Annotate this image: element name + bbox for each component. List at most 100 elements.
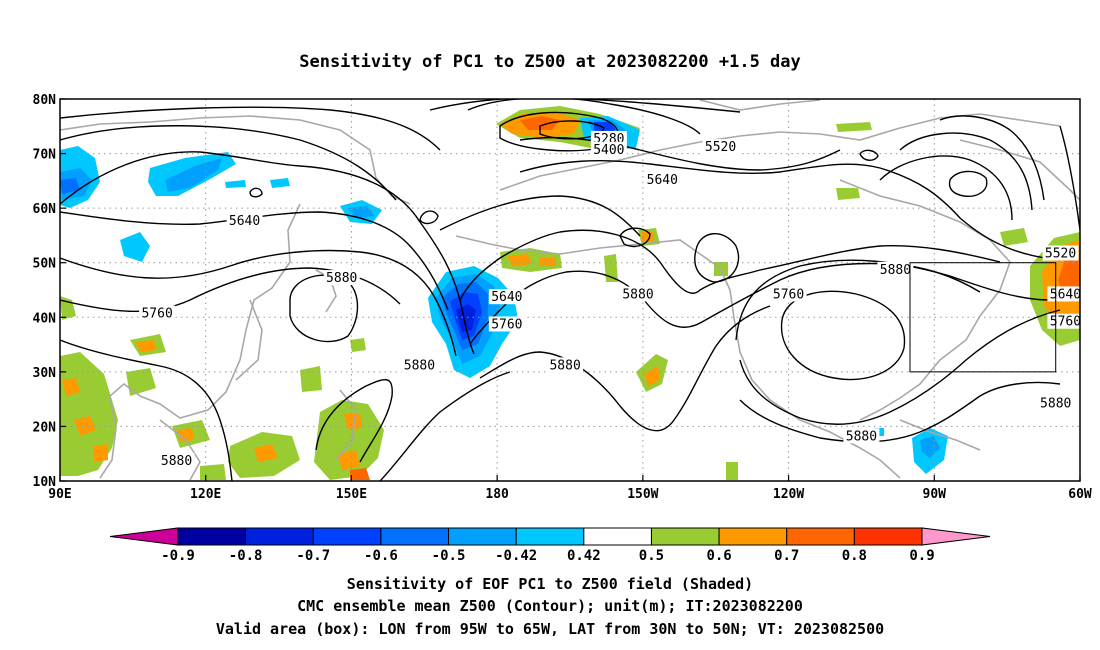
contour-label-bg [644,171,681,187]
lon-tick-label: 60W [1068,487,1092,502]
shade-negative [120,232,150,262]
valid-area-box [909,262,1057,373]
contour-label-text: 5520 [705,140,736,155]
contour-label-bg [1037,395,1074,411]
contour-label-bg [401,357,438,373]
shade-negative [920,436,940,458]
contour-label: 5880 [877,261,914,278]
contour-label-text: 5880 [161,454,192,469]
contour-label-text: 5880 [326,271,357,286]
contour-label-bg [488,316,525,332]
figure-title: Sensitivity of PC1 to Z500 at 2023082200… [299,52,801,72]
contour-label-text: 5760 [1050,315,1081,330]
colorbar-tick-label: 0.9 [909,548,934,564]
lon-tick-label: 150E [336,487,367,502]
shade-negative [348,206,374,218]
contour-label-bg [877,261,914,277]
contour-label-text: 5400 [593,143,624,158]
contour-label-text: 5880 [1040,397,1071,412]
shade-negative [270,178,290,188]
lat-tick-label: 80N [33,93,57,108]
shade-positive [60,296,76,320]
lat-tick-label: 60N [33,202,57,217]
contour-label-bg [323,270,360,286]
contour-label: 5640 [1047,286,1081,302]
colorbar-tick-label: -0.6 [364,548,398,564]
lat-tick-label: 70N [33,148,57,163]
lat-tick-label: 30N [33,366,57,381]
contour-label-text: 5640 [229,214,260,229]
colorbar-tick-label: 0.7 [774,548,799,564]
colorbar-segment [718,527,788,546]
contour-label: 5880 [843,428,880,444]
colorbar-low-triangle [109,527,179,546]
lon-tick-label: 90W [923,487,947,502]
shade-positive [126,368,156,396]
lat-tick-label: 20N [33,420,57,435]
shade-positive [136,340,156,352]
contour-label-text: 5760 [141,307,172,322]
contour-label-text: 5640 [491,290,522,305]
lat-tick-label: 40N [33,311,57,326]
contour-label-text: 5520 [1045,247,1076,262]
colorbar-high-triangle [921,527,991,546]
contour-label-text: 5640 [1050,287,1081,302]
caption-line-1: Sensitivity of EOF PC1 to Z500 field (Sh… [347,575,753,593]
contour-label-bg [620,286,656,302]
shade-positive [644,366,660,386]
contour-label-bg [702,139,739,155]
shade-positive [540,258,556,266]
contour-label-bg [226,212,263,228]
contour-label-text: 5640 [647,173,678,188]
colorbar-segment [177,527,247,546]
contour-label: 5880 [158,452,195,469]
colorbar-tick-label: -0.42 [495,548,537,564]
latitude-ticks: 80N 70N 60N 50N 40N 30N 20N 10N [33,93,66,490]
shade-positive [836,122,872,132]
contour-label-bg [1042,245,1079,261]
lon-tick-label: 150W [627,487,658,502]
contour-label: 5760 [1047,313,1081,330]
lon-tick-label: 120E [190,487,221,502]
shade-positive [74,416,96,436]
map-frame [59,98,1081,482]
shade-positive [350,338,366,352]
contour-label-bg [488,289,525,305]
contour-label: 5880 [401,357,438,373]
contour-label: 5520 [702,139,739,155]
colorbar-segment [853,527,923,546]
contour-label-text: 5880 [622,287,653,302]
colorbar-tick-label: 0.5 [639,548,664,564]
shade-negative [456,304,476,332]
colorbar-segment [786,527,855,546]
contour-label-bg [158,452,195,468]
contour-label: 5760 [770,286,807,302]
shade-negative [225,180,246,188]
contour-label-text: 5880 [549,358,580,373]
shade-positive [300,366,322,392]
contour-label: 5640 [226,212,263,229]
contour-label-bg [843,428,880,444]
contour-label: 5640 [488,289,525,305]
shade-positive [314,400,384,480]
colorbar-segment [312,527,382,546]
colorbar: -0.9 -0.8 -0.7 -0.6 -0.5 -0.42 0.42 0.5 0.6 0.7 0.… [109,527,991,564]
contour-label: 5520 [1042,245,1079,262]
contour-label-text: 5760 [491,317,522,332]
colorbar-segment [245,527,314,546]
colorbar-segment [583,527,652,546]
lon-tick-label: 180 [485,487,509,502]
contour-label-bg [590,141,627,157]
colorbar-segment [380,527,450,546]
contour-label-bg [139,305,176,321]
colorbar-tick-label: -0.8 [229,548,263,564]
lon-tick-label: 120W [773,487,804,502]
shade-positive [350,468,370,480]
shade-negative [60,178,80,194]
shade-positive [62,378,80,396]
colorbar-segment [448,527,517,546]
shade-positive [178,428,194,442]
contour-label-bg [770,286,807,302]
